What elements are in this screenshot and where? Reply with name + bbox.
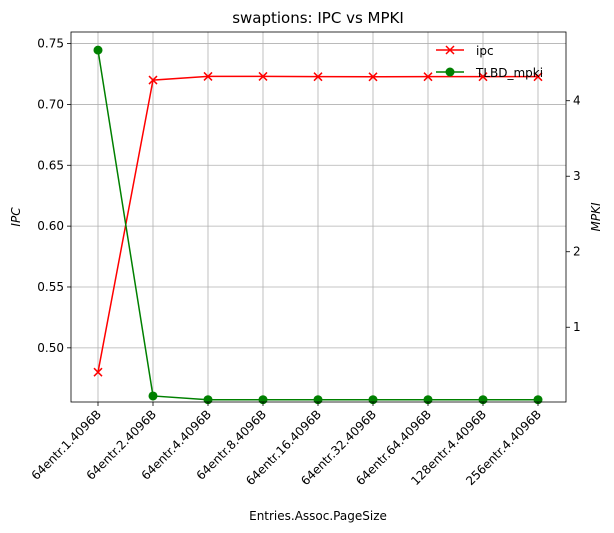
legend-mpki-label: TLBD_mpki [475,66,543,80]
right-y-tick-label: 2 [573,245,581,259]
left-y-tick-label: 0.65 [37,158,64,172]
legend: ipc TLBD_mpki [436,44,543,80]
legend-ipc-label: ipc [476,44,494,58]
legend-mpki-marker [445,67,455,77]
ipc-point [423,72,433,82]
chart-title: swaptions: IPC vs MPKI [232,9,404,27]
right-y-axis-label: MPKI [589,202,603,231]
ipc-point [93,367,103,377]
left-y-tick-label: 0.70 [37,97,64,111]
right-y-tick-label: 3 [573,169,581,183]
left-y-tick-label: 0.75 [37,37,64,51]
left-y-axis-label: IPC [9,207,23,227]
ipc-point [258,71,268,81]
plot-frame [70,31,567,403]
series-layer [93,45,543,405]
ipc-point [313,72,323,82]
x-axis-label: Entries.Assoc.PageSize [249,509,387,523]
ipc-point [203,71,213,81]
left-y-tick-label: 0.60 [37,219,64,233]
left-y-tick-label: 0.55 [37,280,64,294]
right-y-tick-label: 4 [573,94,581,108]
left-y-tick-label: 0.50 [37,341,64,355]
mpki-point [148,391,158,401]
ipc-point [533,72,543,82]
ipc-point [368,72,378,82]
ipc-point [148,75,158,85]
right-y-tick-label: 1 [573,320,581,334]
ipc-point [478,72,488,82]
grid [71,32,566,402]
mpki-point [93,45,103,55]
legend-ipc-marker [445,45,455,55]
